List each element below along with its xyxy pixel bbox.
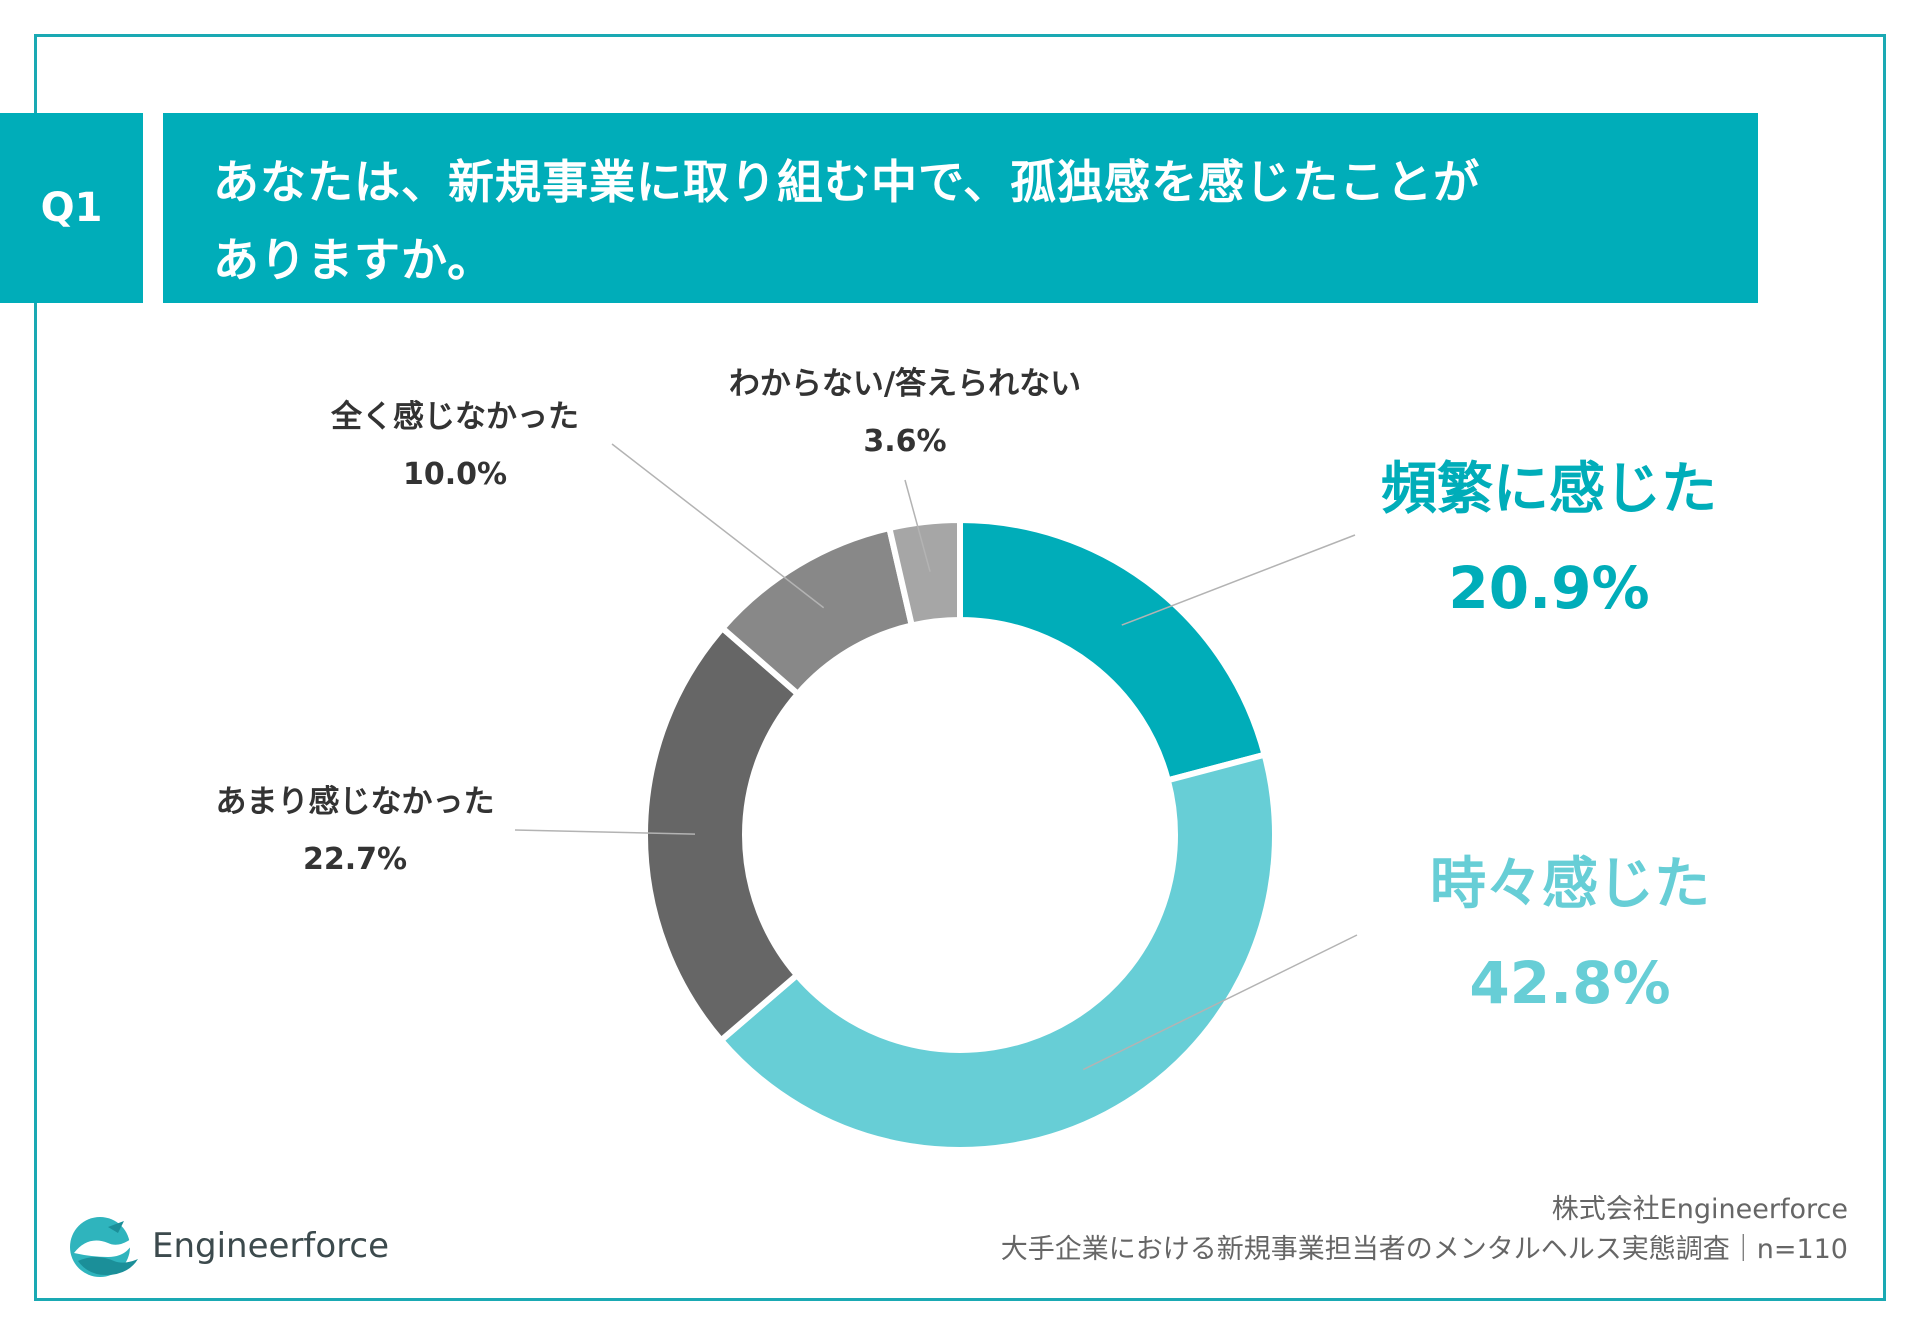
label-sometimes-value: 42.8% (1469, 949, 1671, 1017)
label-unknown-name: わからない/答えられない (728, 366, 1082, 402)
leader-line-frequently (1121, 534, 1356, 626)
donut-slice-frequently (957, 516, 1269, 784)
logo-text: Engineerforce (152, 1226, 390, 1266)
label-frequently-name: 頻繁に感じた (1381, 457, 1717, 522)
donut-slice-rarely (642, 623, 803, 1045)
label-rarely-name: あまり感じなかった (215, 784, 495, 820)
question-number-badge: Q1 (0, 113, 143, 303)
label-rarely: あまり感じなかった 22.7% (180, 780, 530, 882)
company-logo: Engineerforce (68, 1213, 389, 1279)
label-frequently-value: 20.9% (1448, 554, 1650, 622)
question-header: あなたは、新規事業に取り組む中で、孤独感を感じたことが ありますか。 (163, 113, 1758, 303)
leader-line-sometimes (1082, 934, 1358, 1071)
leader-line-rarely (514, 829, 696, 835)
donut-slice-sometimes (716, 751, 1278, 1153)
question-text-line-1: あなたは、新規事業に取り組む中で、孤独感を感じたことが (213, 155, 1481, 209)
leader-line-never (611, 443, 825, 609)
page-frame (34, 34, 1886, 1301)
label-never: 全く感じなかった 10.0% (280, 395, 630, 497)
label-never-value: 10.0% (402, 457, 508, 492)
wave-bird-logo-icon (70, 1217, 138, 1277)
label-unknown: わからない/答えられない 3.6% (690, 362, 1120, 464)
label-sometimes-name: 時々感じた (1430, 852, 1710, 917)
label-frequently: 頻繁に感じた 20.9% (1364, 455, 1734, 623)
question-text-line-2: ありますか。 (213, 233, 495, 287)
source-survey: 大手企業における新規事業担当者のメンタルヘルス実態調査｜n=110 (1000, 1234, 1848, 1265)
leader-line-unknown (904, 479, 931, 572)
donut-slice-unknown (885, 516, 963, 630)
label-unknown-value: 3.6% (863, 424, 947, 459)
label-sometimes: 時々感じた 42.8% (1385, 850, 1755, 1018)
source-note: 株式会社Engineerforce 大手企業における新規事業担当者のメンタルヘル… (1001, 1190, 1848, 1270)
source-company: 株式会社Engineerforce (1551, 1194, 1848, 1225)
label-never-name: 全く感じなかった (331, 399, 579, 435)
label-rarely-value: 22.7% (302, 842, 408, 877)
